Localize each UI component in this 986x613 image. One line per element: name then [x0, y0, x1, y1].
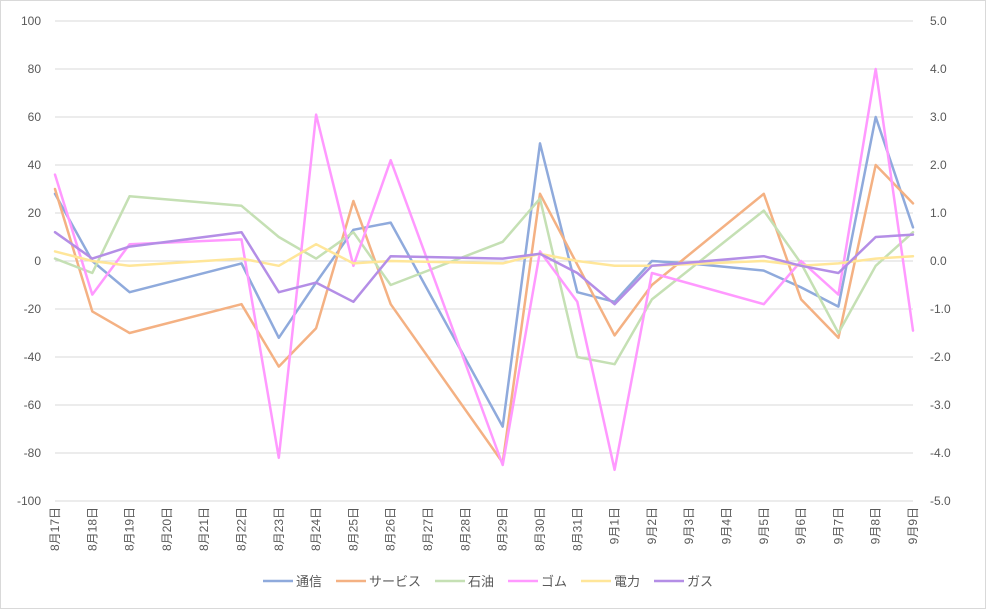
- x-tick-label: 9月2日: [645, 507, 659, 544]
- y2-tick-label: -5.0: [930, 494, 951, 508]
- series-line-5: [53, 230, 915, 306]
- y2-tick-label: -2.0: [930, 350, 951, 364]
- series-line-2: [53, 194, 915, 366]
- x-tick-label: 8月18日: [85, 507, 99, 551]
- y-tick-label: 20: [28, 206, 42, 220]
- x-tick-label: 8月19日: [123, 507, 137, 551]
- series-line-4: [53, 242, 915, 268]
- y2-tick-label: 2.0: [930, 158, 947, 172]
- y-tick-label: 0: [34, 254, 41, 268]
- y-tick-label: -80: [24, 446, 42, 460]
- x-tick-label: 9月4日: [719, 507, 733, 544]
- y2-tick-label: 4.0: [930, 62, 947, 76]
- legend-label-0: 通信: [296, 574, 322, 589]
- x-tick-label: 8月30日: [533, 507, 547, 551]
- y2-tick-label: -1.0: [930, 302, 951, 316]
- y2-tick-label: 0.0: [930, 254, 947, 268]
- x-tick-label: 8月27日: [421, 507, 435, 551]
- x-tick-label: 9月7日: [831, 507, 845, 544]
- x-tick-label: 8月25日: [346, 507, 360, 551]
- y-axis-left: 100 80 60 40 20 0 -20 -40 -60 -80 -100: [17, 14, 41, 508]
- x-tick-label: 9月1日: [608, 507, 622, 544]
- y2-tick-label: 1.0: [930, 206, 947, 220]
- y-tick-label: -100: [17, 494, 41, 508]
- y-tick-label: 100: [21, 14, 41, 28]
- legend-label-5: ガス: [687, 574, 713, 589]
- y-tick-label: -20: [24, 302, 42, 316]
- y-tick-label: 80: [28, 62, 42, 76]
- x-axis: 8月17日 8月18日 8月19日 8月20日 8月21日 8月22日 8月23日 8月24日…: [48, 507, 920, 551]
- y-tick-label: 60: [28, 110, 42, 124]
- legend-label-3: ゴム: [541, 574, 567, 589]
- x-tick-label: 8月31日: [570, 507, 584, 551]
- y-tick-label: -40: [24, 350, 42, 364]
- x-tick-label: 8月29日: [496, 507, 510, 551]
- x-tick-label: 8月28日: [458, 507, 472, 551]
- y2-tick-label: 5.0: [930, 14, 947, 28]
- x-tick-label: 9月6日: [794, 507, 808, 544]
- legend-label-4: 電力: [614, 574, 640, 589]
- y2-tick-label: -4.0: [930, 446, 951, 460]
- y-tick-label: -60: [24, 398, 42, 412]
- series-line-3: [53, 67, 915, 472]
- y2-tick-label: -3.0: [930, 398, 951, 412]
- x-tick-label: 8月24日: [309, 507, 323, 551]
- x-tick-label: 8月26日: [384, 507, 398, 551]
- x-tick-label: 8月20日: [160, 507, 174, 551]
- x-tick-label: 9月8日: [869, 507, 883, 544]
- x-tick-label: 9月5日: [757, 507, 771, 544]
- x-tick-label: 8月21日: [197, 507, 211, 551]
- series-line-1: [53, 163, 915, 464]
- legend-label-1: サービス: [369, 574, 421, 589]
- x-tick-label: 8月22日: [235, 507, 249, 551]
- x-tick-label: 9月9日: [906, 507, 920, 544]
- legend: 通信 サービス 石油 ゴム 電力 ガス: [263, 574, 713, 589]
- x-tick-label: 8月23日: [272, 507, 286, 551]
- x-tick-label: 8月17日: [48, 507, 62, 551]
- y-axis-right: 5.0 4.0 3.0 2.0 1.0 0.0 -1.0 -2.0 -3.0 -4.0 -5.0: [930, 14, 951, 508]
- series-line-0: [53, 115, 915, 428]
- x-tick-label: 9月3日: [682, 507, 696, 544]
- y-tick-label: 40: [28, 158, 42, 172]
- y2-tick-label: 3.0: [930, 110, 947, 124]
- series-lines: [53, 67, 915, 472]
- legend-label-2: 石油: [468, 574, 494, 589]
